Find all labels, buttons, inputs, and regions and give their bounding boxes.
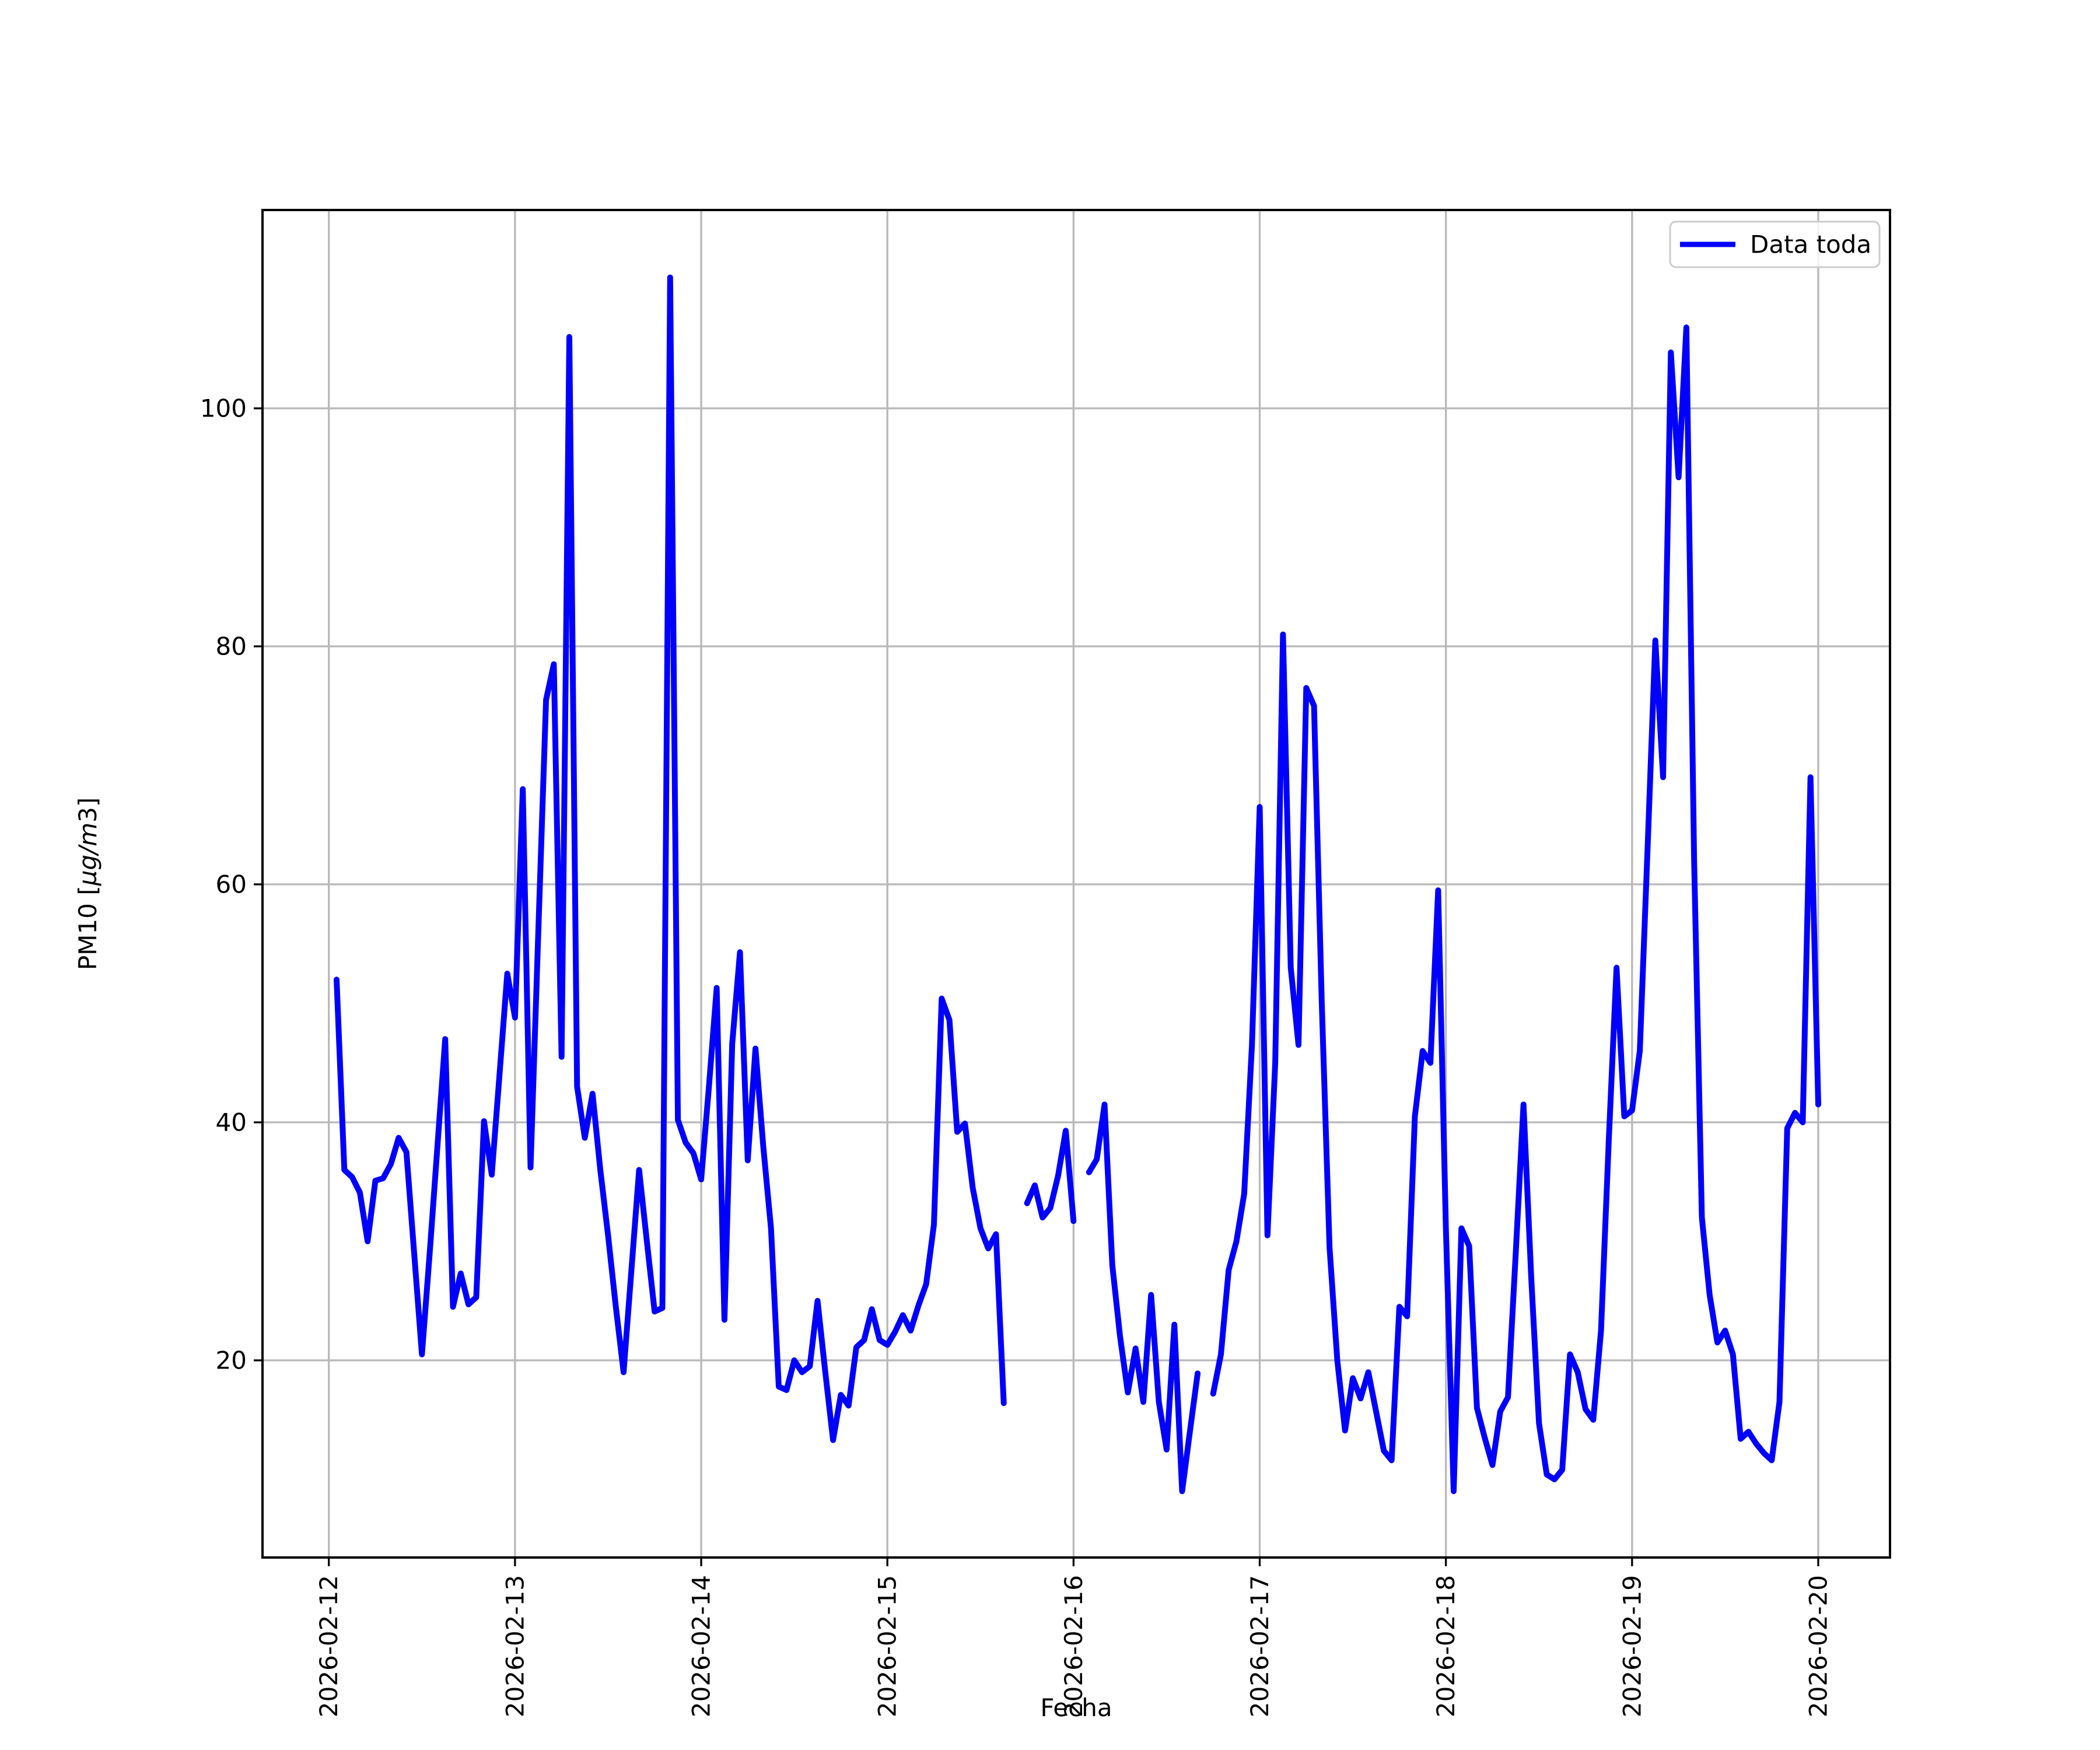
legend: Data toda: [1669, 220, 1881, 268]
x-tick-label: 2026-02-14: [687, 1575, 716, 1717]
pm10-line: [334, 274, 1821, 1494]
x-tick-label: 2026-02-15: [873, 1575, 902, 1717]
x-tick-label: 2026-02-12: [314, 1575, 343, 1717]
y-axis-title: PM10 [µg/m3]: [74, 797, 102, 970]
x-tick-label: 2026-02-16: [1059, 1575, 1088, 1717]
pm10-data-line: [334, 274, 1821, 1494]
x-axis-title: Fecha: [1040, 1693, 1112, 1722]
x-tick-label: 2026-02-19: [1618, 1575, 1646, 1717]
x-tick-label: 2026-02-13: [501, 1575, 529, 1717]
x-tick-label: 2026-02-20: [1804, 1575, 1832, 1717]
legend-box: [1669, 220, 1881, 268]
legend-label: Data toda: [1750, 230, 1871, 259]
y-tick-label: 80: [216, 632, 247, 661]
y-tick-label: 40: [216, 1108, 247, 1137]
y-axis-title-units: µg/m: [74, 822, 102, 886]
gridlines: [262, 210, 1890, 1558]
y-tick-label: 100: [200, 394, 247, 423]
x-tick-label: 2026-02-17: [1245, 1575, 1274, 1717]
y-tick-label: 20: [216, 1346, 247, 1375]
y-tick-label: 60: [216, 870, 247, 899]
x-tick-label: 2026-02-18: [1432, 1575, 1460, 1717]
y-axis-title-suffix: 3]: [74, 797, 102, 822]
axis-ticks: 20 40 60 80 100 2026-02-12 2026-02-13 2026-02-1…: [200, 394, 1833, 1718]
y-axis-title-prefix: PM10 [: [74, 886, 102, 970]
